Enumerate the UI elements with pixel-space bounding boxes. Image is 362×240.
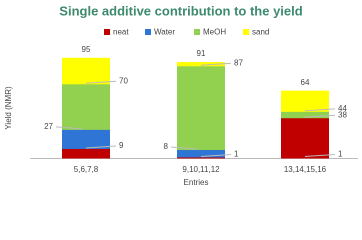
bar xyxy=(177,157,225,159)
chart: Single additive contribution to the yiel… xyxy=(4,3,358,187)
data-label: 9 xyxy=(119,141,124,150)
leader-line xyxy=(85,145,117,149)
data-label: 8 xyxy=(164,142,169,151)
y-axis-label: Yield (NMR) xyxy=(4,86,13,130)
data-label: 64 xyxy=(301,78,310,87)
leader-line xyxy=(304,114,336,118)
data-label: 70 xyxy=(119,76,128,85)
bar xyxy=(177,150,225,159)
legend-label: sand xyxy=(252,28,269,37)
leader-line xyxy=(200,153,232,157)
x-tick-label: 9,10,11,12 xyxy=(182,165,220,174)
legend-swatch xyxy=(104,29,110,35)
x-tick-label: 5,6,7,8 xyxy=(74,165,99,174)
data-label: 27 xyxy=(44,122,53,131)
data-label: 91 xyxy=(197,49,206,58)
legend-swatch xyxy=(194,29,200,35)
leader-line xyxy=(85,80,117,84)
data-label: 87 xyxy=(234,58,243,67)
data-label: 1 xyxy=(234,150,239,159)
x-tick-label: 13,14,15,16 xyxy=(284,165,327,174)
leader-line xyxy=(55,126,83,130)
data-label: 95 xyxy=(82,45,91,54)
data-label: 1 xyxy=(338,150,343,159)
legend-swatch xyxy=(243,29,249,35)
legend-label: neat xyxy=(113,28,129,37)
data-label: 38 xyxy=(338,110,347,119)
bar xyxy=(62,148,110,159)
leader-line xyxy=(170,146,198,150)
leader-line xyxy=(304,153,336,157)
data-label: 44 xyxy=(338,104,347,113)
chart-title: Single additive contribution to the yiel… xyxy=(59,3,302,18)
bar xyxy=(177,66,225,159)
legend-label: MeOH xyxy=(203,28,226,37)
leader-line xyxy=(304,108,336,112)
legend-swatch xyxy=(145,29,151,35)
x-axis-label: Entries xyxy=(184,178,209,187)
bar xyxy=(281,118,329,159)
legend-label: Water xyxy=(154,28,175,37)
leader-line xyxy=(200,62,232,66)
